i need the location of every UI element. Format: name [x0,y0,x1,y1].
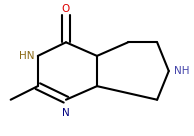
Text: NH: NH [174,66,189,76]
Text: HN: HN [19,51,35,61]
Text: O: O [62,4,70,14]
Text: N: N [62,108,70,118]
